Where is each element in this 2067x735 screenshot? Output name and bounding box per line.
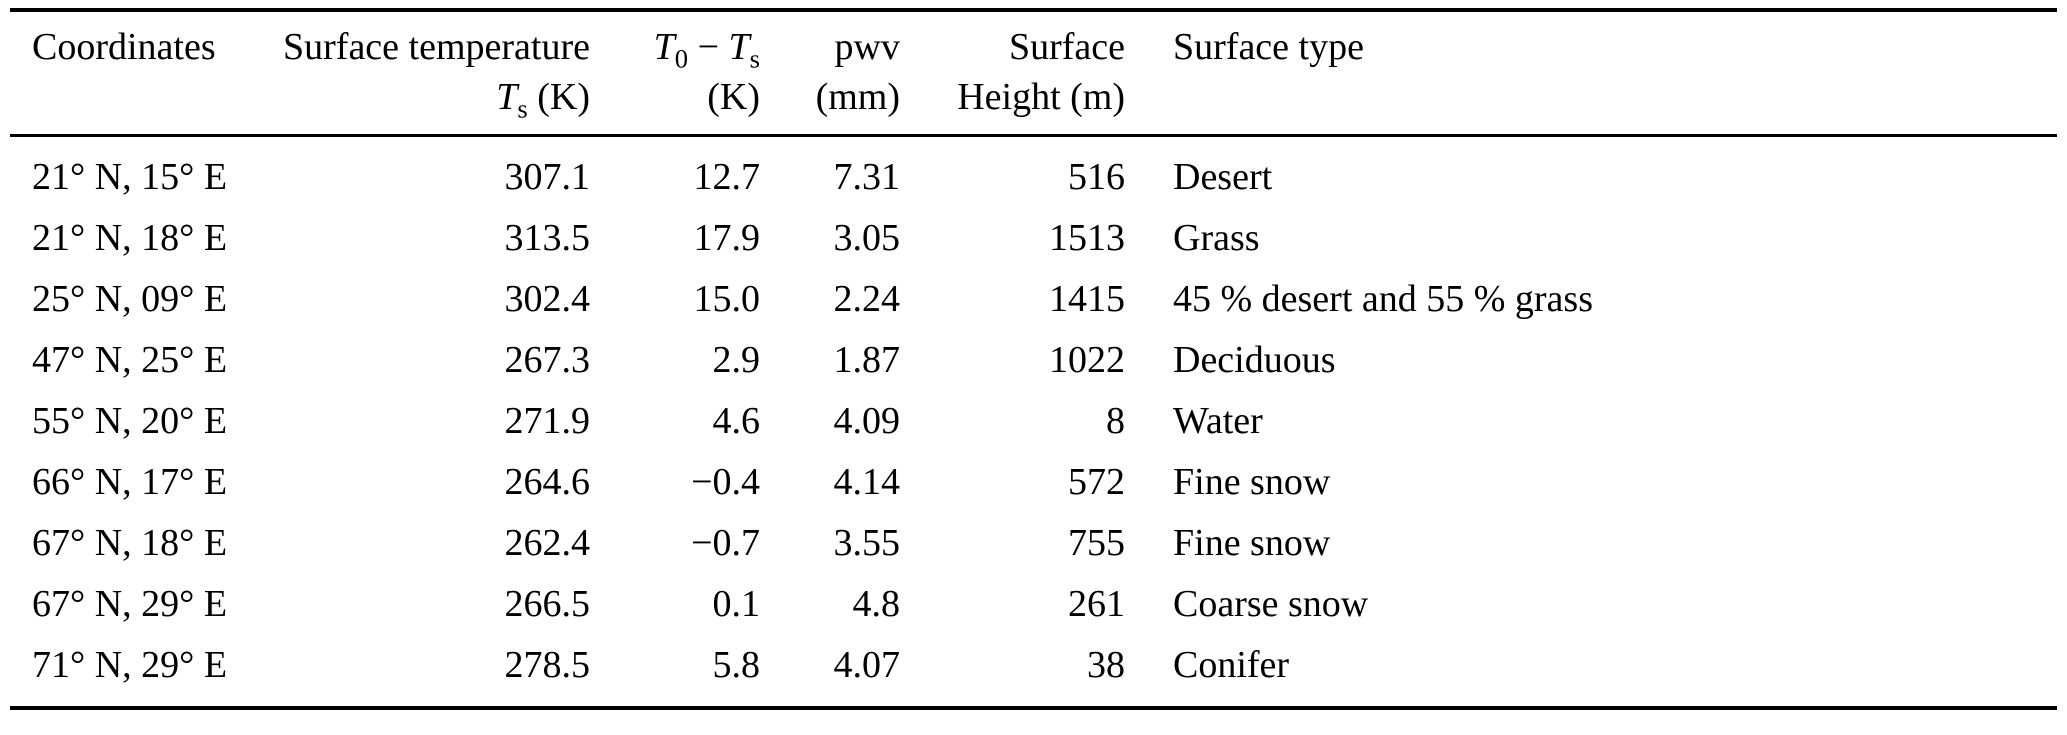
cell-t0-minus-ts: 5.8 <box>712 644 761 686</box>
header-surface-type: Surface type <box>1125 10 2057 137</box>
cell-coordinates: 66° N, 17° E <box>32 461 228 503</box>
header-surface-type-label: Surface type <box>1173 26 1364 68</box>
header-t0-minus-ts-unit: (K) <box>707 76 760 118</box>
math-minus-operator: − <box>688 26 729 68</box>
cell-t0-minus-ts: 0.1 <box>712 583 761 625</box>
table-row: 55° N, 20° E 271.9 4.6 4.09 8 Water <box>10 391 2057 452</box>
cell-pwv: 4.8 <box>852 583 901 625</box>
cell-surface-temperature: 266.5 <box>504 583 591 625</box>
header-coordinates-label: Coordinates <box>32 26 216 68</box>
header-surface-temperature: Surface temperature Ts (K) <box>255 10 590 137</box>
cell-surface-type: Grass <box>1173 217 1260 259</box>
header-pwv-label: pwv <box>834 26 900 68</box>
cell-t0-minus-ts: 17.9 <box>693 217 761 259</box>
cell-t0-minus-ts: −0.7 <box>691 522 760 564</box>
cell-surface-temperature: 313.5 <box>504 217 591 259</box>
cell-surface-height: 261 <box>1068 583 1125 625</box>
header-pwv-unit: (mm) <box>815 76 900 118</box>
table-row: 21° N, 15° E 307.1 12.7 7.31 516 Desert <box>10 136 2057 209</box>
cell-t0-minus-ts: −0.4 <box>691 461 760 503</box>
cell-pwv: 1.87 <box>833 339 901 381</box>
table-row: 71° N, 29° E 278.5 5.8 4.07 38 Conifer <box>10 635 2057 708</box>
math-subscript-0: 0 <box>674 43 689 74</box>
cell-surface-type: Deciduous <box>1173 339 1336 381</box>
header-surface-temperature-label: Surface temperature <box>283 26 590 68</box>
cell-coordinates: 21° N, 15° E <box>32 156 228 198</box>
cell-surface-type: Fine snow <box>1173 522 1331 564</box>
cell-coordinates: 55° N, 20° E <box>32 400 228 442</box>
cell-surface-temperature: 278.5 <box>504 644 591 686</box>
cell-pwv: 3.55 <box>833 522 901 564</box>
cell-surface-type: Conifer <box>1173 644 1290 686</box>
data-table: Coordinates Surface temperature Ts (K) T… <box>10 8 2057 710</box>
header-t0-minus-ts: T0 − Ts (K) <box>590 10 760 137</box>
cell-surface-temperature: 267.3 <box>504 339 591 381</box>
cell-pwv: 4.09 <box>833 400 901 442</box>
cell-coordinates: 67° N, 29° E <box>32 583 228 625</box>
cell-t0-minus-ts: 15.0 <box>693 278 761 320</box>
cell-surface-type: 45 % desert and 55 % grass <box>1173 278 1594 320</box>
header-coordinates: Coordinates <box>10 10 255 137</box>
cell-pwv: 7.31 <box>833 156 901 198</box>
cell-surface-temperature: 271.9 <box>504 400 591 442</box>
cell-surface-type: Fine snow <box>1173 461 1331 503</box>
header-t0-minus-ts-label: T0 − Ts <box>590 22 760 72</box>
cell-pwv: 2.24 <box>833 278 901 320</box>
header-surface-height-label: Surface <box>1008 26 1125 68</box>
header-surface-temperature-unit: Ts (K) <box>255 72 590 122</box>
unit-kelvin: (K) <box>527 76 590 118</box>
cell-surface-temperature: 307.1 <box>504 156 591 198</box>
cell-coordinates: 21° N, 18° E <box>32 217 228 259</box>
math-symbol-ts: T <box>496 76 518 118</box>
cell-coordinates: 71° N, 29° E <box>32 644 228 686</box>
cell-coordinates: 47° N, 25° E <box>32 339 228 381</box>
table-row: 67° N, 29° E 266.5 0.1 4.8 261 Coarse snow <box>10 574 2057 635</box>
cell-surface-type: Coarse snow <box>1173 583 1369 625</box>
cell-t0-minus-ts: 2.9 <box>712 339 761 381</box>
cell-surface-height: 572 <box>1068 461 1125 503</box>
table-row: 47° N, 25° E 267.3 2.9 1.87 1022 Deciduous <box>10 330 2057 391</box>
cell-t0-minus-ts: 12.7 <box>693 156 761 198</box>
cell-surface-height: 1415 <box>1049 278 1125 320</box>
cell-surface-height: 1513 <box>1049 217 1125 259</box>
header-surface-height: Surface Height (m) <box>900 10 1125 137</box>
table-header: Coordinates Surface temperature Ts (K) T… <box>10 10 2057 137</box>
cell-surface-height: 516 <box>1068 156 1125 198</box>
cell-surface-type: Water <box>1173 400 1263 442</box>
header-surface-height-unit: Height (m) <box>957 76 1125 118</box>
cell-t0-minus-ts: 4.6 <box>712 400 761 442</box>
cell-surface-height: 8 <box>1106 400 1125 442</box>
cell-surface-type: Desert <box>1173 156 1273 198</box>
cell-surface-temperature: 302.4 <box>504 278 591 320</box>
cell-surface-height: 1022 <box>1049 339 1125 381</box>
table-row: 25° N, 09° E 302.4 15.0 2.24 1415 45 % desert… <box>10 269 2057 330</box>
header-row: Coordinates Surface temperature Ts (K) T… <box>10 10 2057 137</box>
math-subscript-s: s <box>517 93 528 124</box>
cell-surface-temperature: 262.4 <box>504 522 591 564</box>
cell-pwv: 4.07 <box>833 644 901 686</box>
table-row: 66° N, 17° E 264.6 −0.4 4.14 572 Fine snow <box>10 452 2057 513</box>
header-pwv: pwv (mm) <box>760 10 900 137</box>
table-row: 21° N, 18° E 313.5 17.9 3.05 1513 Grass <box>10 208 2057 269</box>
table-row: 67° N, 18° E 262.4 −0.7 3.55 755 Fine snow <box>10 513 2057 574</box>
math-subscript-s2: s <box>749 43 760 74</box>
math-symbol-t0: T <box>653 26 675 68</box>
cell-pwv: 3.05 <box>833 217 901 259</box>
cell-surface-height: 755 <box>1068 522 1125 564</box>
cell-coordinates: 67° N, 18° E <box>32 522 228 564</box>
table-body: 21° N, 15° E 307.1 12.7 7.31 516 Desert 21° N,… <box>10 136 2057 709</box>
cell-surface-height: 38 <box>1087 644 1125 686</box>
cell-coordinates: 25° N, 09° E <box>32 278 228 320</box>
cell-surface-temperature: 264.6 <box>504 461 591 503</box>
math-symbol-ts2: T <box>728 26 750 68</box>
cell-pwv: 4.14 <box>833 461 901 503</box>
